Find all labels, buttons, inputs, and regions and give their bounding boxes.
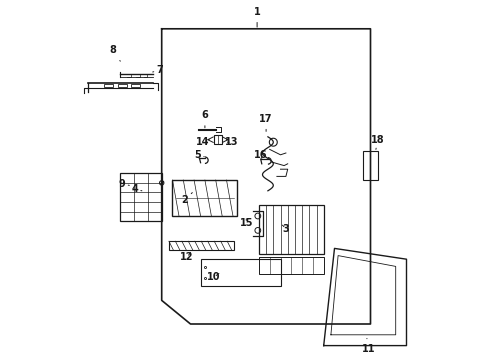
Bar — [201, 259, 280, 286]
Text: 8: 8 — [109, 45, 120, 61]
Text: 11: 11 — [361, 338, 375, 354]
Text: 18: 18 — [370, 135, 384, 149]
Bar — [131, 84, 140, 87]
Text: 2: 2 — [182, 193, 192, 205]
Text: 6: 6 — [201, 110, 208, 128]
Bar — [213, 135, 222, 144]
Text: 17: 17 — [259, 114, 272, 131]
Text: 3: 3 — [282, 224, 289, 234]
Text: 9: 9 — [119, 179, 129, 189]
Text: 1: 1 — [253, 7, 260, 27]
Bar — [363, 151, 377, 180]
Bar — [104, 84, 113, 87]
Bar — [118, 84, 127, 87]
Bar — [120, 173, 162, 221]
Text: 5: 5 — [194, 150, 204, 160]
Bar — [172, 180, 237, 216]
Text: 16: 16 — [253, 150, 267, 160]
Bar — [168, 241, 233, 250]
Text: 7: 7 — [152, 65, 163, 75]
Bar — [258, 257, 323, 274]
Bar — [258, 205, 323, 254]
Text: 13: 13 — [224, 137, 238, 147]
Text: 15: 15 — [239, 218, 252, 228]
Text: 12: 12 — [180, 252, 193, 262]
Text: 4: 4 — [131, 184, 142, 194]
Text: 14: 14 — [196, 137, 209, 147]
Text: 10: 10 — [207, 272, 220, 282]
